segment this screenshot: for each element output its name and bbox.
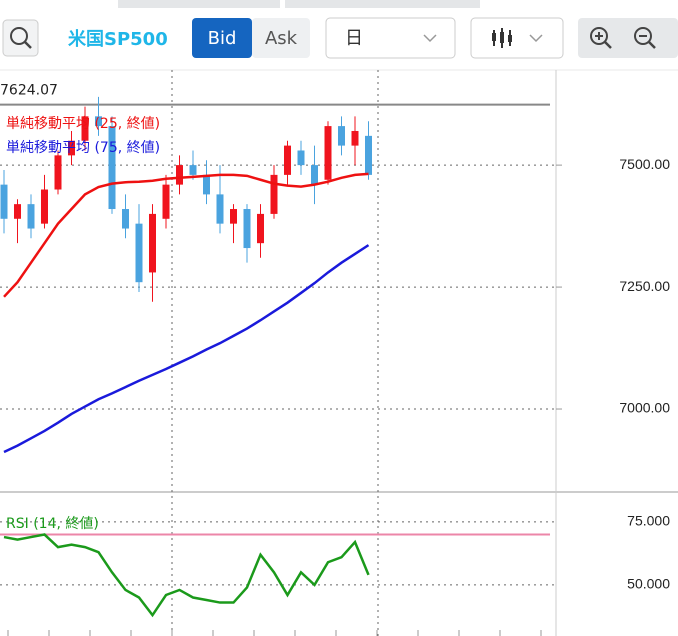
y-tick-label: 7250.00 bbox=[619, 278, 670, 294]
moving-average bbox=[3, 172, 369, 298]
candle-body bbox=[311, 165, 318, 185]
candle-body bbox=[176, 165, 183, 185]
candle-body bbox=[41, 189, 48, 224]
candle-body bbox=[216, 194, 224, 224]
candle-body bbox=[284, 145, 291, 175]
moving-average bbox=[3, 244, 370, 454]
candle-body bbox=[338, 126, 345, 146]
search-button[interactable] bbox=[2, 19, 39, 57]
candle-body bbox=[230, 209, 237, 224]
zoom-out[interactable] bbox=[634, 27, 656, 49]
candle-body bbox=[0, 184, 8, 219]
zoom-in[interactable] bbox=[590, 27, 612, 49]
candle-body bbox=[54, 155, 62, 190]
candle-body bbox=[14, 204, 21, 219]
candle-body bbox=[162, 184, 170, 219]
symbol-title[interactable]: 米国SP500 bbox=[68, 28, 168, 50]
price-pane: 7500.00 7250.00 7000.00 7624.07 単純移動平均 (25, … bbox=[0, 83, 670, 454]
y-tick-label: 50.000 bbox=[627, 576, 670, 592]
candle-body bbox=[243, 209, 251, 249]
candle-body bbox=[95, 116, 102, 127]
candle-body bbox=[27, 204, 35, 229]
candle-body bbox=[135, 223, 143, 283]
ask-button[interactable] bbox=[252, 18, 310, 58]
candle-body bbox=[81, 116, 89, 141]
y-tick-label: 7500.00 bbox=[619, 156, 670, 172]
candle-body bbox=[149, 213, 156, 273]
candle-body bbox=[324, 126, 332, 180]
chart-type-dropdown[interactable] bbox=[470, 17, 564, 59]
candle-body bbox=[257, 213, 264, 244]
period-label[interactable]: 日 bbox=[345, 28, 363, 49]
candle-body bbox=[351, 130, 359, 146]
legend-entry: 単純移動平均 (25, 終値) bbox=[6, 116, 160, 132]
bid-button[interactable] bbox=[192, 18, 252, 58]
candle-body bbox=[203, 174, 210, 195]
zoom-group bbox=[578, 18, 678, 58]
candle-body bbox=[297, 150, 305, 166]
ask-label[interactable]: Ask bbox=[265, 28, 298, 49]
tab[interactable] bbox=[118, 0, 280, 8]
price-label: 7624.07 bbox=[0, 83, 58, 99]
candle-body bbox=[270, 174, 278, 214]
rsi-line bbox=[3, 533, 370, 618]
chevron bbox=[423, 34, 437, 43]
legend-entry: 単純移動平均 (75, 終値) bbox=[6, 140, 160, 156]
candle-body bbox=[122, 209, 129, 229]
candle-body bbox=[189, 165, 197, 175]
rsi-legend: RSI (14, 終値) bbox=[6, 516, 99, 532]
tab[interactable] bbox=[285, 0, 480, 8]
period-dropdown[interactable] bbox=[325, 17, 456, 59]
candle-body bbox=[365, 135, 372, 175]
y-tick-label: 7000.00 bbox=[619, 400, 670, 416]
bid-label[interactable]: Bid bbox=[208, 28, 237, 49]
candle-body bbox=[68, 140, 75, 156]
candle-body bbox=[108, 126, 116, 210]
rsi-pane: 75.000 50.000 RSI (14, 終値) bbox=[0, 513, 670, 636]
y-tick-label: 75.000 bbox=[627, 513, 670, 529]
